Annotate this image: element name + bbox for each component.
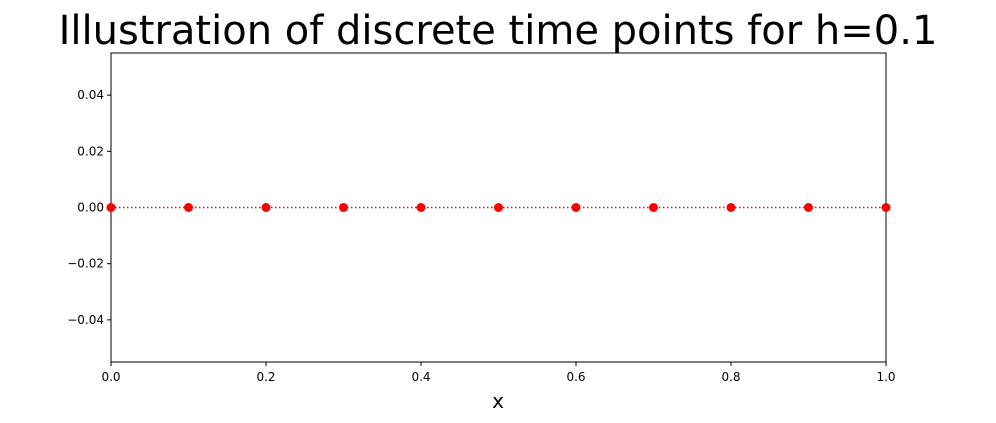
y-tick-label: 0.04 (77, 88, 104, 102)
x-axis: 0.0 0.2 0.4 0.6 0.8 1.0 (101, 362, 896, 384)
y-tick-label: −0.02 (67, 257, 104, 271)
data-point (494, 203, 503, 212)
data-point (339, 203, 348, 212)
x-axis-label: x (492, 389, 504, 413)
data-point (881, 203, 891, 212)
data-point (571, 203, 581, 212)
data-point (726, 203, 736, 212)
x-tick-label: 0.4 (411, 370, 430, 384)
y-tick-label: 0.02 (77, 144, 104, 158)
x-tick-label: 0.8 (721, 370, 740, 384)
x-tick-label: 0.0 (101, 370, 120, 384)
chart-title: Illustration of discrete time points for… (59, 8, 938, 54)
data-point (184, 203, 193, 212)
data-point (649, 203, 658, 212)
x-tick-label: 0.2 (256, 370, 275, 384)
y-axis: 0.04 0.02 0.00 −0.02 −0.04 (67, 88, 111, 327)
x-tick-label: 0.6 (566, 370, 585, 384)
y-tick-label: −0.04 (67, 313, 104, 327)
y-tick-label: 0.00 (77, 201, 104, 215)
data-point (261, 203, 271, 212)
data-point (804, 203, 813, 212)
data-point (416, 203, 426, 212)
data-point (106, 203, 116, 212)
series-layer (106, 203, 891, 212)
x-tick-label: 1.0 (876, 370, 895, 384)
